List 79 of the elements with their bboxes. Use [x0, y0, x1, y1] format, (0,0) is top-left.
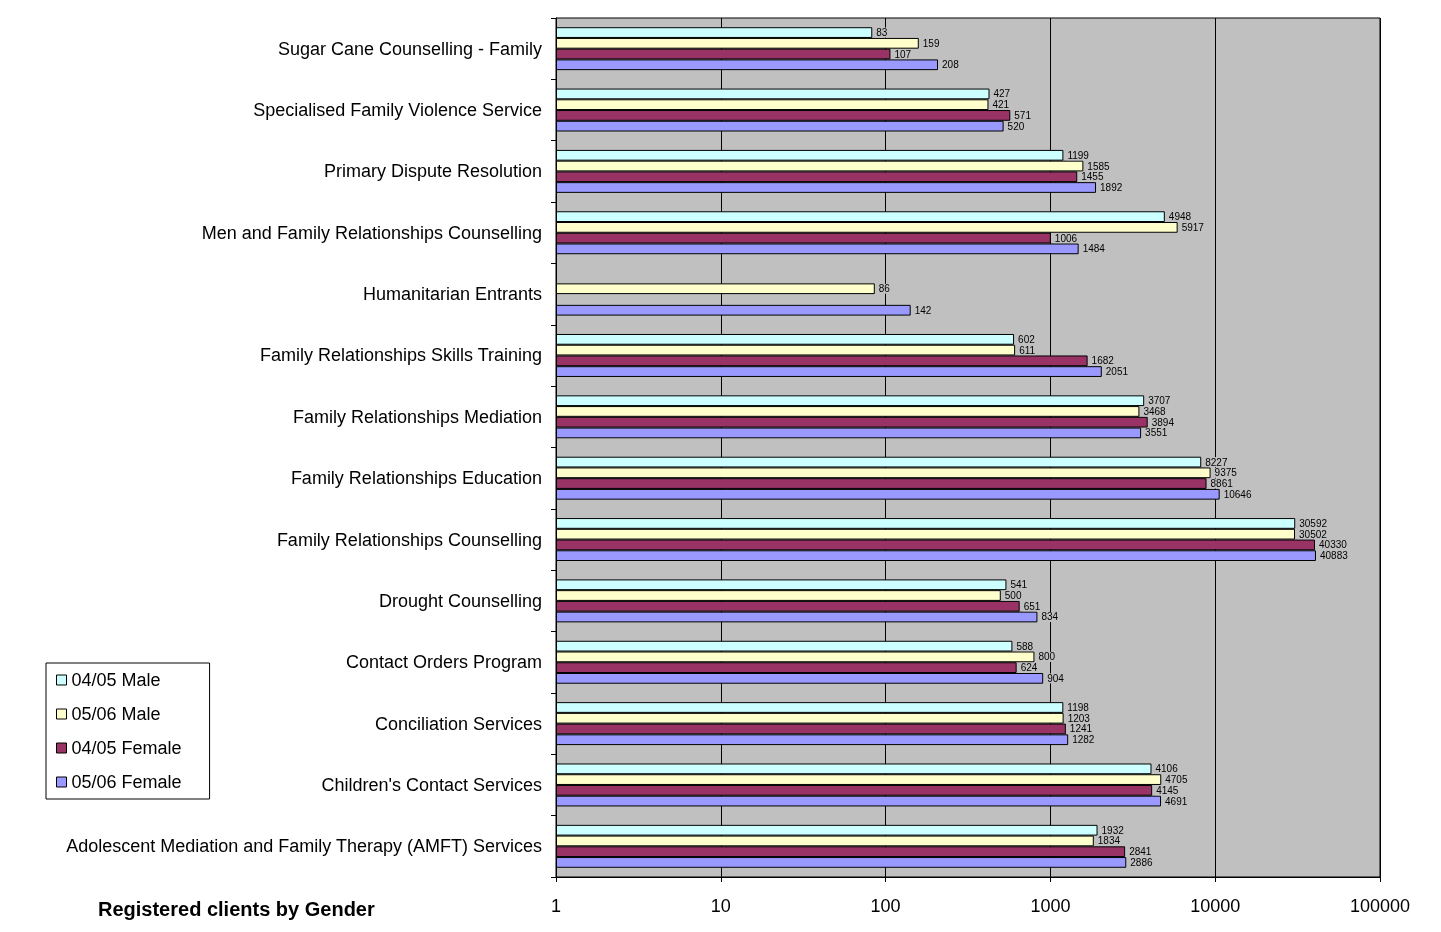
data-label: 624: [1020, 662, 1038, 674]
y-tick-label: Specialised Family Violence Service: [253, 100, 542, 121]
data-label: 8861: [1210, 478, 1234, 490]
data-label: 40330: [1319, 539, 1348, 551]
data-label: 3468: [1143, 405, 1167, 417]
data-label: 611: [1019, 344, 1036, 356]
y-tick-label: Men and Family Relationships Counselling: [201, 222, 542, 243]
x-tick-label: 1: [550, 896, 562, 916]
data-label: 651: [1023, 600, 1041, 612]
data-label: 4691: [1165, 795, 1188, 807]
data-label: 602: [1018, 333, 1036, 345]
data-label: 86: [878, 283, 891, 295]
x-tick-label: 10: [710, 896, 731, 916]
data-label: 1892: [1100, 182, 1123, 193]
data-label: 4948: [1168, 211, 1192, 223]
data-label: 2841: [1129, 846, 1152, 858]
data-label: 1455: [1081, 171, 1104, 183]
data-label: 427: [993, 88, 1011, 100]
y-tick-label: Family Relationships Counselling: [276, 529, 542, 550]
data-label: 30592: [1299, 517, 1328, 529]
data-label: 1006: [1054, 232, 1078, 244]
data-label: 40883: [1319, 550, 1349, 562]
data-label: 107: [894, 48, 912, 60]
y-tick-label: Sugar Cane Counselling - Family: [277, 38, 542, 59]
y-tick-label: Drought Counselling: [378, 590, 542, 611]
x-tick-label: 10000: [1190, 896, 1241, 916]
data-label: 5917: [1181, 221, 1205, 233]
data-label: 83: [876, 27, 888, 39]
data-label: 834: [1041, 611, 1059, 623]
data-label: 800: [1038, 651, 1056, 663]
x-tick-label: 1000: [1030, 896, 1071, 916]
y-tick-label: Family Relationships Education: [290, 468, 542, 489]
data-label: 208: [942, 59, 960, 71]
data-label: 3707: [1148, 395, 1171, 407]
data-label: 571: [1014, 109, 1032, 121]
y-tick-label: Contact Orders Program: [345, 652, 542, 673]
y-tick-label: Family Relationships Skills Training: [259, 345, 542, 366]
data-label: 8227: [1205, 456, 1228, 468]
data-label: 2886: [1130, 856, 1153, 868]
data-label: 1203: [1067, 712, 1091, 724]
data-label: 1199: [1067, 149, 1090, 161]
data-label: 142: [914, 304, 932, 316]
data-label: 4705: [1165, 774, 1188, 786]
data-label: 541: [1010, 579, 1028, 591]
x-tick-label: 100: [870, 896, 901, 916]
data-label: 1484: [1082, 243, 1106, 255]
y-tick-label: Primary Dispute Resolution: [323, 161, 542, 182]
data-label: 588: [1016, 640, 1034, 652]
legend-label: 04/05 Male: [71, 670, 161, 690]
data-label: 1241: [1069, 723, 1093, 735]
data-label: 1585: [1087, 160, 1111, 172]
data-label: 1682: [1091, 355, 1115, 367]
data-label: 4106: [1155, 763, 1179, 775]
data-label: 3894: [1151, 416, 1175, 428]
y-tick-label: Humanitarian Entrants: [362, 284, 542, 305]
y-tick-label: Family Relationships Mediation: [292, 406, 542, 427]
data-label: 30502: [1299, 528, 1328, 540]
y-tick-label: Children's Contact Services: [321, 774, 542, 795]
y-tick-label: Adolescent Mediation and Family Therapy (AMFT) Services: [66, 836, 542, 857]
data-label: 1282: [1072, 734, 1095, 746]
data-label: 4145: [1156, 784, 1179, 796]
data-label: 421: [992, 99, 1010, 111]
y-tick-label: Conciliation Services: [374, 713, 542, 734]
x-tick-label: 100000: [1349, 896, 1411, 916]
legend-label: 05/06 Male: [71, 704, 161, 724]
data-label: 1834: [1097, 835, 1121, 847]
data-label: 904: [1047, 672, 1065, 684]
legend-label: 05/06 Female: [71, 772, 182, 792]
data-label: 9375: [1214, 467, 1238, 479]
data-label: 1932: [1101, 824, 1125, 836]
data-label: 3551: [1145, 427, 1168, 439]
x-axis-title: Registered clients by Gender: [98, 898, 375, 920]
data-label: 500: [1004, 590, 1022, 602]
legend-label: 04/05 Female: [71, 738, 182, 758]
data-label: 1198: [1067, 702, 1090, 713]
data-label: 2051: [1105, 366, 1129, 378]
data-label: 159: [922, 37, 940, 49]
data-label: 10646: [1223, 488, 1252, 500]
data-label: 520: [1007, 120, 1025, 132]
